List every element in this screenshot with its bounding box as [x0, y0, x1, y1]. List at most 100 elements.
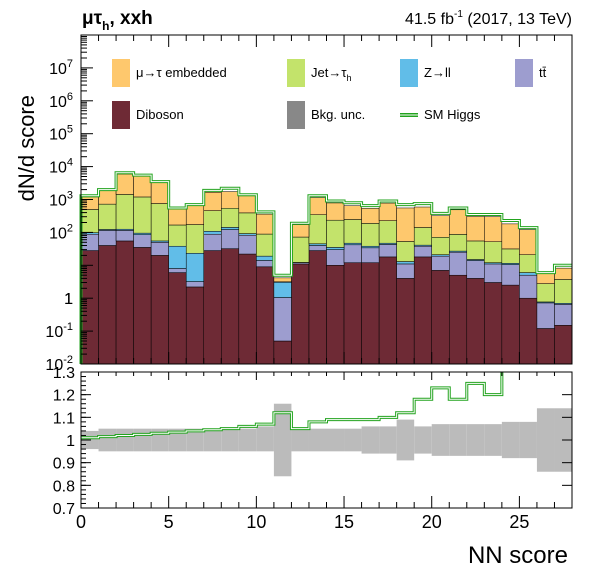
unc-bin — [484, 424, 502, 456]
bar — [326, 219, 345, 248]
ratio-y-tick-label: 0.7 — [53, 501, 75, 518]
bar — [308, 243, 327, 246]
bar — [501, 284, 520, 365]
bar — [484, 216, 503, 242]
unc-bin — [238, 428, 257, 452]
bar — [308, 250, 327, 365]
bar — [150, 182, 169, 204]
main-histogram-panel: μ→τ embedded Jet→τh Z→ll tt̄ Diboson Bkg. unc… — [45, 34, 573, 374]
unc-bin — [466, 424, 485, 456]
y-tick-label: 10-2 — [45, 354, 73, 374]
bar — [98, 245, 117, 365]
y-tick-label: 103 — [49, 190, 73, 210]
bar — [466, 278, 485, 365]
bar — [185, 286, 204, 365]
bar — [308, 214, 327, 245]
bar — [361, 223, 380, 247]
legend-item-vv: Diboson — [112, 101, 184, 129]
ratio-higgs-line-inner — [81, 372, 503, 439]
unc-bin — [379, 426, 397, 454]
ratio-panel: 0.7 0.8 0.9 1 1.1 1.2 1.3 0 5 10 15 20 25 — [53, 365, 573, 532]
legend-label: Bkg. unc. — [311, 107, 365, 122]
bar — [221, 229, 240, 249]
bar — [466, 240, 485, 260]
bar — [343, 262, 362, 365]
y-tick-label: 1 — [64, 291, 73, 308]
bar — [238, 253, 257, 365]
bar — [203, 210, 222, 232]
bar — [273, 277, 292, 283]
bar — [203, 233, 222, 251]
y-tick-label: 104 — [49, 157, 73, 177]
legend-label: SM Higgs — [424, 107, 481, 122]
bar — [519, 297, 538, 365]
bar — [98, 203, 117, 230]
bar — [343, 219, 362, 244]
unc-bin — [414, 426, 432, 454]
ratio-y-tick-label: 1.3 — [53, 365, 75, 382]
unc-bin — [291, 428, 309, 452]
unc-bin — [396, 419, 415, 461]
ratio-uncertainty-band — [81, 403, 572, 477]
bar — [80, 196, 99, 210]
bar — [431, 270, 450, 365]
unc-bin — [308, 428, 327, 452]
bar — [378, 220, 397, 244]
x-tick-label: 5 — [164, 512, 174, 532]
legend-swatch — [287, 101, 305, 129]
unc-bin — [168, 428, 187, 452]
stacked-histogram — [80, 173, 573, 365]
unc-bin — [203, 428, 222, 452]
x-tick-label: 25 — [509, 512, 529, 532]
bar — [361, 208, 380, 224]
bar — [396, 261, 415, 265]
unc-bin — [431, 424, 450, 456]
y-tick-label: 1 — [64, 291, 73, 308]
bar — [203, 192, 222, 211]
bar — [554, 325, 573, 365]
bar — [519, 274, 538, 299]
bar — [484, 282, 503, 365]
bar — [168, 245, 187, 269]
unc-bin — [116, 428, 134, 452]
legend-label: Z→ll — [424, 65, 451, 80]
bar — [185, 204, 204, 225]
bar — [168, 224, 187, 247]
ratio-x-axis: 0 5 10 15 20 25 — [76, 372, 573, 532]
bar — [273, 340, 292, 365]
legend-label: μ→τ embedded — [136, 65, 227, 80]
bar — [413, 245, 432, 258]
sm-higgs-outline-inner — [80, 172, 572, 364]
x-tick-label: 0 — [76, 512, 86, 532]
bar — [378, 256, 397, 365]
bar — [185, 224, 204, 254]
bar — [343, 205, 362, 220]
legend: μ→τ embedded Jet→τh Z→ll tt̄ Diboson Bkg. unc… — [105, 53, 565, 134]
bar — [449, 234, 468, 252]
bar — [378, 244, 397, 258]
bar — [326, 265, 345, 365]
bar — [185, 281, 204, 288]
bar — [449, 274, 468, 365]
unc-bin — [501, 421, 520, 459]
y-tick-label: 106 — [49, 91, 73, 111]
bar — [115, 230, 134, 242]
bar — [133, 175, 152, 198]
legend-item-tt: tt̄ — [515, 59, 547, 87]
y-tick-label: 107 — [49, 58, 73, 78]
ratio-y-tick-label: 0.9 — [53, 456, 75, 473]
bar — [536, 328, 555, 365]
bar — [431, 215, 450, 238]
legend-swatch — [515, 59, 533, 87]
bar — [466, 216, 485, 242]
unc-bin — [98, 428, 117, 452]
unc-bin — [221, 428, 239, 452]
bar — [273, 282, 292, 298]
bar — [361, 247, 380, 263]
bar — [98, 230, 117, 246]
bar — [484, 263, 503, 283]
bar — [396, 278, 415, 365]
bar — [150, 255, 169, 365]
bar — [221, 208, 240, 228]
unc-bin — [326, 428, 345, 452]
